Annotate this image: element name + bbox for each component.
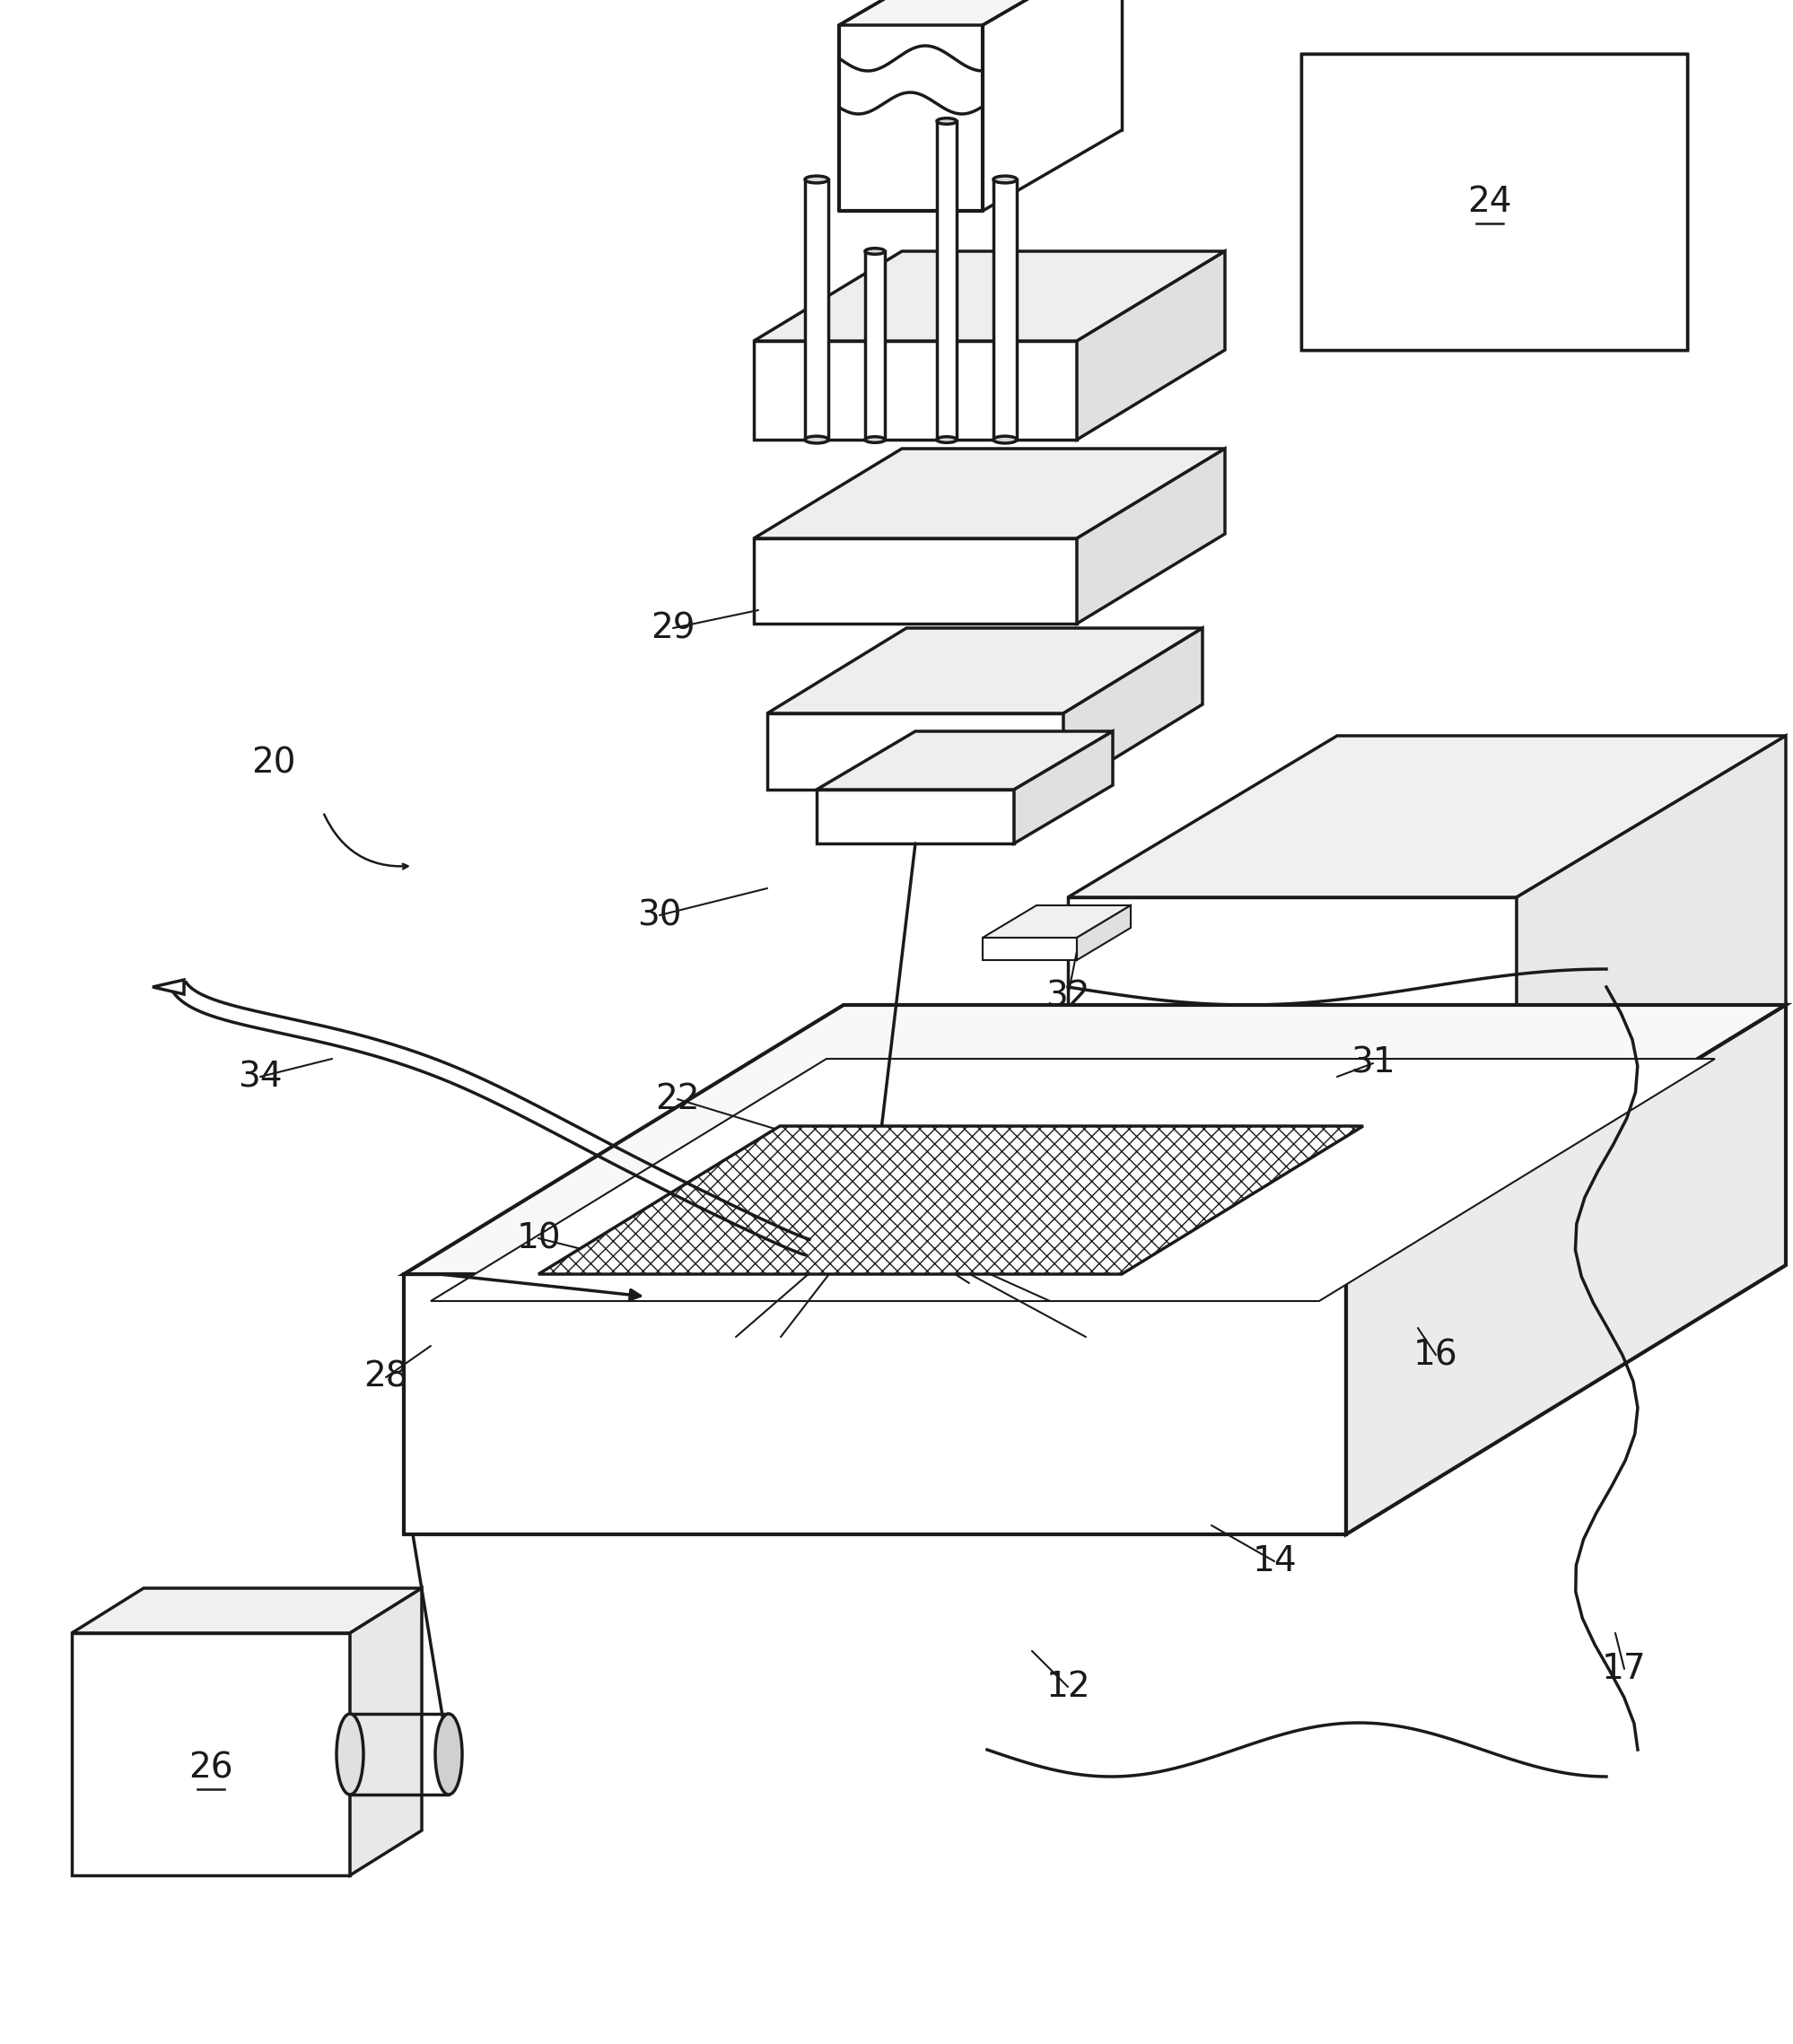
- Ellipse shape: [938, 437, 957, 444]
- Polygon shape: [767, 713, 1063, 789]
- Text: 17: 17: [1601, 1652, 1646, 1686]
- Polygon shape: [993, 180, 1017, 439]
- Text: 12: 12: [1045, 1670, 1090, 1705]
- Polygon shape: [938, 121, 957, 439]
- Polygon shape: [1302, 53, 1687, 350]
- Polygon shape: [1347, 1006, 1786, 1535]
- Text: 10: 10: [516, 1220, 561, 1255]
- Polygon shape: [839, 0, 1122, 25]
- Polygon shape: [816, 789, 1015, 844]
- Ellipse shape: [805, 435, 828, 444]
- Polygon shape: [983, 938, 1078, 961]
- Ellipse shape: [993, 435, 1017, 444]
- Polygon shape: [403, 1273, 1347, 1535]
- Text: 26: 26: [188, 1750, 233, 1784]
- Polygon shape: [1015, 732, 1113, 844]
- Polygon shape: [753, 251, 1225, 341]
- Polygon shape: [1078, 448, 1225, 623]
- Polygon shape: [430, 1059, 1714, 1302]
- Polygon shape: [805, 180, 828, 439]
- Text: 24: 24: [1467, 184, 1511, 219]
- Text: 22: 22: [654, 1081, 699, 1116]
- Polygon shape: [72, 1633, 350, 1874]
- Ellipse shape: [993, 176, 1017, 184]
- Polygon shape: [753, 341, 1078, 439]
- Polygon shape: [72, 1588, 421, 1633]
- Text: 28: 28: [364, 1359, 409, 1394]
- Ellipse shape: [864, 437, 884, 444]
- Polygon shape: [864, 251, 884, 439]
- Polygon shape: [1069, 897, 1517, 1284]
- Polygon shape: [1078, 251, 1225, 439]
- Ellipse shape: [805, 176, 828, 184]
- Polygon shape: [983, 905, 1131, 938]
- Ellipse shape: [938, 119, 957, 125]
- Polygon shape: [538, 1126, 1363, 1273]
- Text: 14: 14: [1252, 1543, 1296, 1578]
- Polygon shape: [753, 538, 1078, 623]
- Ellipse shape: [337, 1713, 364, 1795]
- Text: 31: 31: [1350, 1047, 1395, 1081]
- Text: 34: 34: [238, 1059, 283, 1094]
- Text: 16: 16: [1413, 1339, 1458, 1372]
- Polygon shape: [1517, 736, 1786, 1284]
- Text: 30: 30: [637, 897, 681, 932]
- Polygon shape: [1078, 905, 1131, 961]
- Polygon shape: [1063, 628, 1203, 789]
- Polygon shape: [350, 1588, 421, 1874]
- Text: 32: 32: [1045, 979, 1090, 1014]
- Text: 20: 20: [251, 746, 296, 779]
- Polygon shape: [152, 979, 185, 993]
- Polygon shape: [753, 448, 1225, 538]
- Polygon shape: [1069, 736, 1786, 897]
- Polygon shape: [767, 628, 1203, 713]
- Polygon shape: [1302, 53, 1687, 350]
- Ellipse shape: [436, 1713, 463, 1795]
- Polygon shape: [403, 1006, 1786, 1273]
- Ellipse shape: [864, 247, 884, 253]
- Polygon shape: [816, 732, 1113, 789]
- Text: 29: 29: [651, 611, 696, 646]
